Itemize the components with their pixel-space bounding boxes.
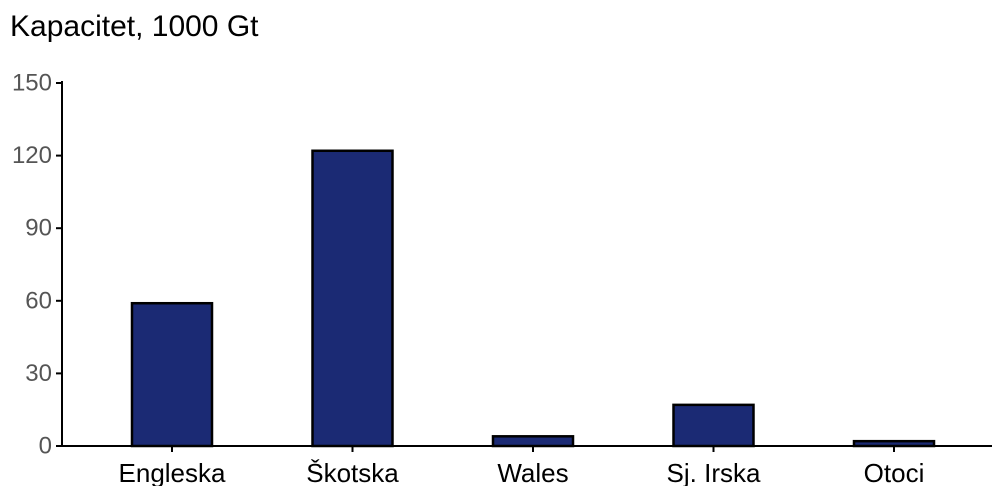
y-tick-label: 30 <box>25 360 52 387</box>
y-tick-label: 150 <box>12 70 52 97</box>
x-tick-label: Škotska <box>306 458 399 486</box>
bar-engleska <box>130 301 214 448</box>
y-tick-label: 0 <box>39 433 52 460</box>
x-axis-labels: Engleska Škotska Wales Sj. Irska Otoci <box>119 446 925 486</box>
bar-škotska <box>311 149 394 448</box>
x-tick-label: Engleska <box>119 458 226 486</box>
y-tick-label: 60 <box>25 287 52 314</box>
y-tick-label: 120 <box>12 142 52 169</box>
x-tick-label: Otoci <box>864 458 925 486</box>
x-tick-label: Sj. Irska <box>667 458 761 486</box>
y-axis-ticks: 0 30 60 90 120 150 <box>12 70 62 460</box>
y-tick-label: 90 <box>25 215 52 242</box>
bars <box>130 149 936 448</box>
bar-wales <box>491 435 575 448</box>
x-tick-label: Wales <box>497 458 568 486</box>
bar-sj-irska <box>672 403 755 448</box>
chart-title: Kapacitet, 1000 Gt <box>10 10 259 43</box>
